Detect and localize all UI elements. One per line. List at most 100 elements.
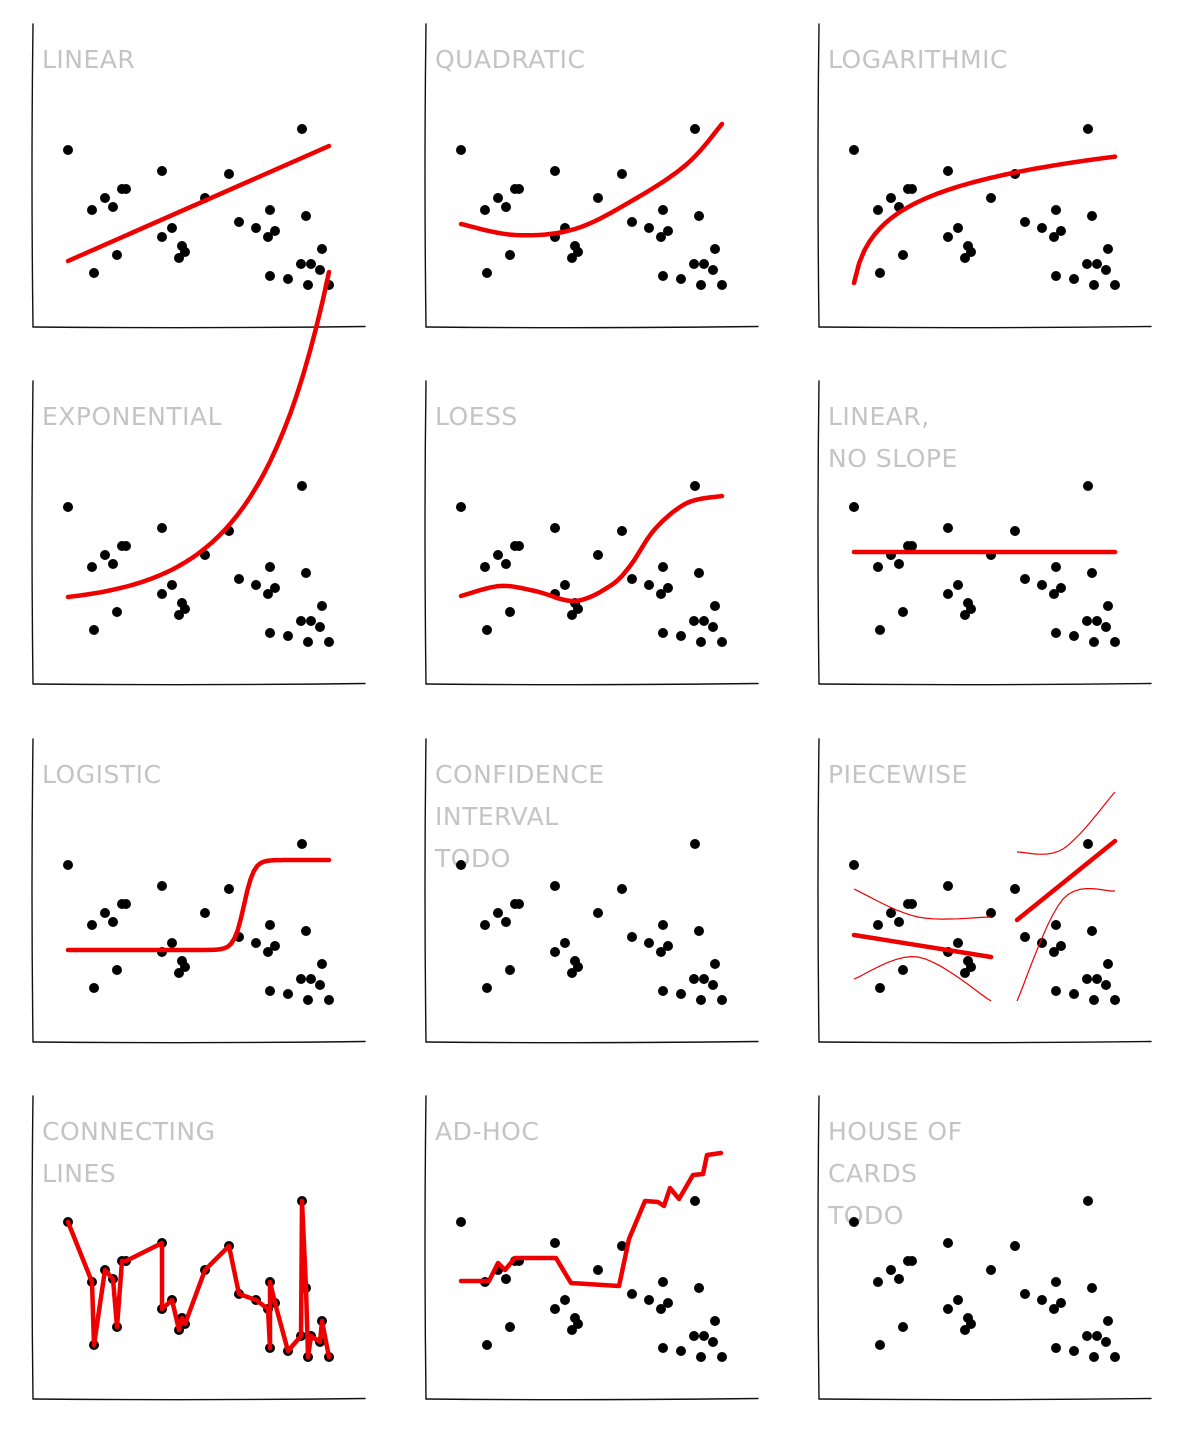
data-point (112, 607, 122, 617)
data-point (265, 628, 275, 638)
data-point (1069, 1346, 1079, 1356)
data-point (663, 583, 673, 593)
data-point (108, 559, 118, 569)
data-point (1103, 601, 1113, 611)
data-point (306, 259, 316, 269)
data-point (283, 989, 293, 999)
data-point (1051, 1343, 1061, 1353)
data-point (560, 580, 570, 590)
data-point (501, 917, 511, 927)
data-point (480, 920, 490, 930)
data-point (1051, 1277, 1061, 1287)
panel-title: LOGISTIC (42, 760, 161, 789)
data-point (658, 1343, 668, 1353)
data-point (689, 974, 699, 984)
data-point (263, 232, 273, 242)
data-point (1083, 839, 1093, 849)
x-axis-line (32, 1397, 366, 1401)
data-point (710, 244, 720, 254)
data-point (224, 884, 234, 894)
data-point (514, 184, 524, 194)
data-point (593, 1265, 603, 1275)
data-point (1092, 974, 1102, 984)
data-point (251, 580, 261, 590)
data-point (886, 193, 896, 203)
data-point (315, 980, 325, 990)
y-axis-line (817, 23, 820, 328)
data-point (482, 983, 492, 993)
data-point (297, 839, 307, 849)
panel-1: LINEAR (31, 23, 366, 329)
data-point (296, 616, 306, 626)
y-axis-line (424, 380, 427, 685)
data-point (317, 601, 327, 611)
data-point (907, 1256, 917, 1266)
data-point (456, 1217, 466, 1227)
y-axis-line (31, 380, 34, 685)
y-axis-line (817, 1095, 820, 1400)
data-point (100, 193, 110, 203)
data-point (306, 616, 316, 626)
data-point (953, 223, 963, 233)
data-point (1056, 941, 1066, 951)
panel-title: QUADRATIC (435, 45, 585, 74)
panel-9: PIECEWISE (817, 738, 1152, 1044)
data-point (1020, 1289, 1030, 1299)
data-point (1069, 989, 1079, 999)
data-point (593, 550, 603, 560)
data-point (317, 959, 327, 969)
data-point (234, 217, 244, 227)
data-point (482, 268, 492, 278)
data-point (696, 637, 706, 647)
y-axis-line (424, 1095, 427, 1400)
panel-6: LINEAR, NO SLOPE (817, 380, 1152, 686)
data-point (1110, 637, 1120, 647)
data-point (699, 1331, 709, 1341)
confidence-interval-line (1016, 791, 1116, 855)
x-axis-line (818, 1397, 1152, 1401)
data-point (573, 1319, 583, 1329)
data-point (663, 941, 673, 951)
data-point (694, 1283, 704, 1293)
data-point (1010, 1241, 1020, 1251)
panel-12: HOUSE OF CARDS TODO (817, 1095, 1152, 1401)
data-point (1089, 1352, 1099, 1362)
data-point (676, 1346, 686, 1356)
data-point (907, 184, 917, 194)
panel-3: LOGARITHMIC (817, 23, 1152, 329)
data-point (849, 1217, 859, 1227)
data-point (283, 631, 293, 641)
data-point (560, 938, 570, 948)
x-axis-line (425, 1397, 759, 1401)
confidence-interval-line (853, 888, 992, 920)
fit-line (65, 269, 332, 600)
data-point (953, 1295, 963, 1305)
data-point (898, 607, 908, 617)
data-point (690, 124, 700, 134)
data-point (953, 938, 963, 948)
data-point (898, 965, 908, 975)
data-point (296, 974, 306, 984)
data-point (1087, 926, 1097, 936)
data-point (886, 908, 896, 918)
data-point (849, 860, 859, 870)
data-point (875, 625, 885, 635)
data-point (627, 574, 637, 584)
data-point (966, 1319, 976, 1329)
data-point (251, 223, 261, 233)
data-point (873, 920, 883, 930)
data-point (180, 247, 190, 257)
data-point (1069, 274, 1079, 284)
data-point (676, 631, 686, 641)
x-axis-line (818, 682, 1152, 686)
data-point (1089, 280, 1099, 290)
fit-line (851, 154, 1118, 286)
data-point (894, 559, 904, 569)
data-point (966, 962, 976, 972)
data-point (986, 908, 996, 918)
x-axis-line (818, 1040, 1152, 1044)
data-point (1082, 259, 1092, 269)
data-point (251, 938, 261, 948)
data-point (943, 881, 953, 891)
data-point (676, 274, 686, 284)
